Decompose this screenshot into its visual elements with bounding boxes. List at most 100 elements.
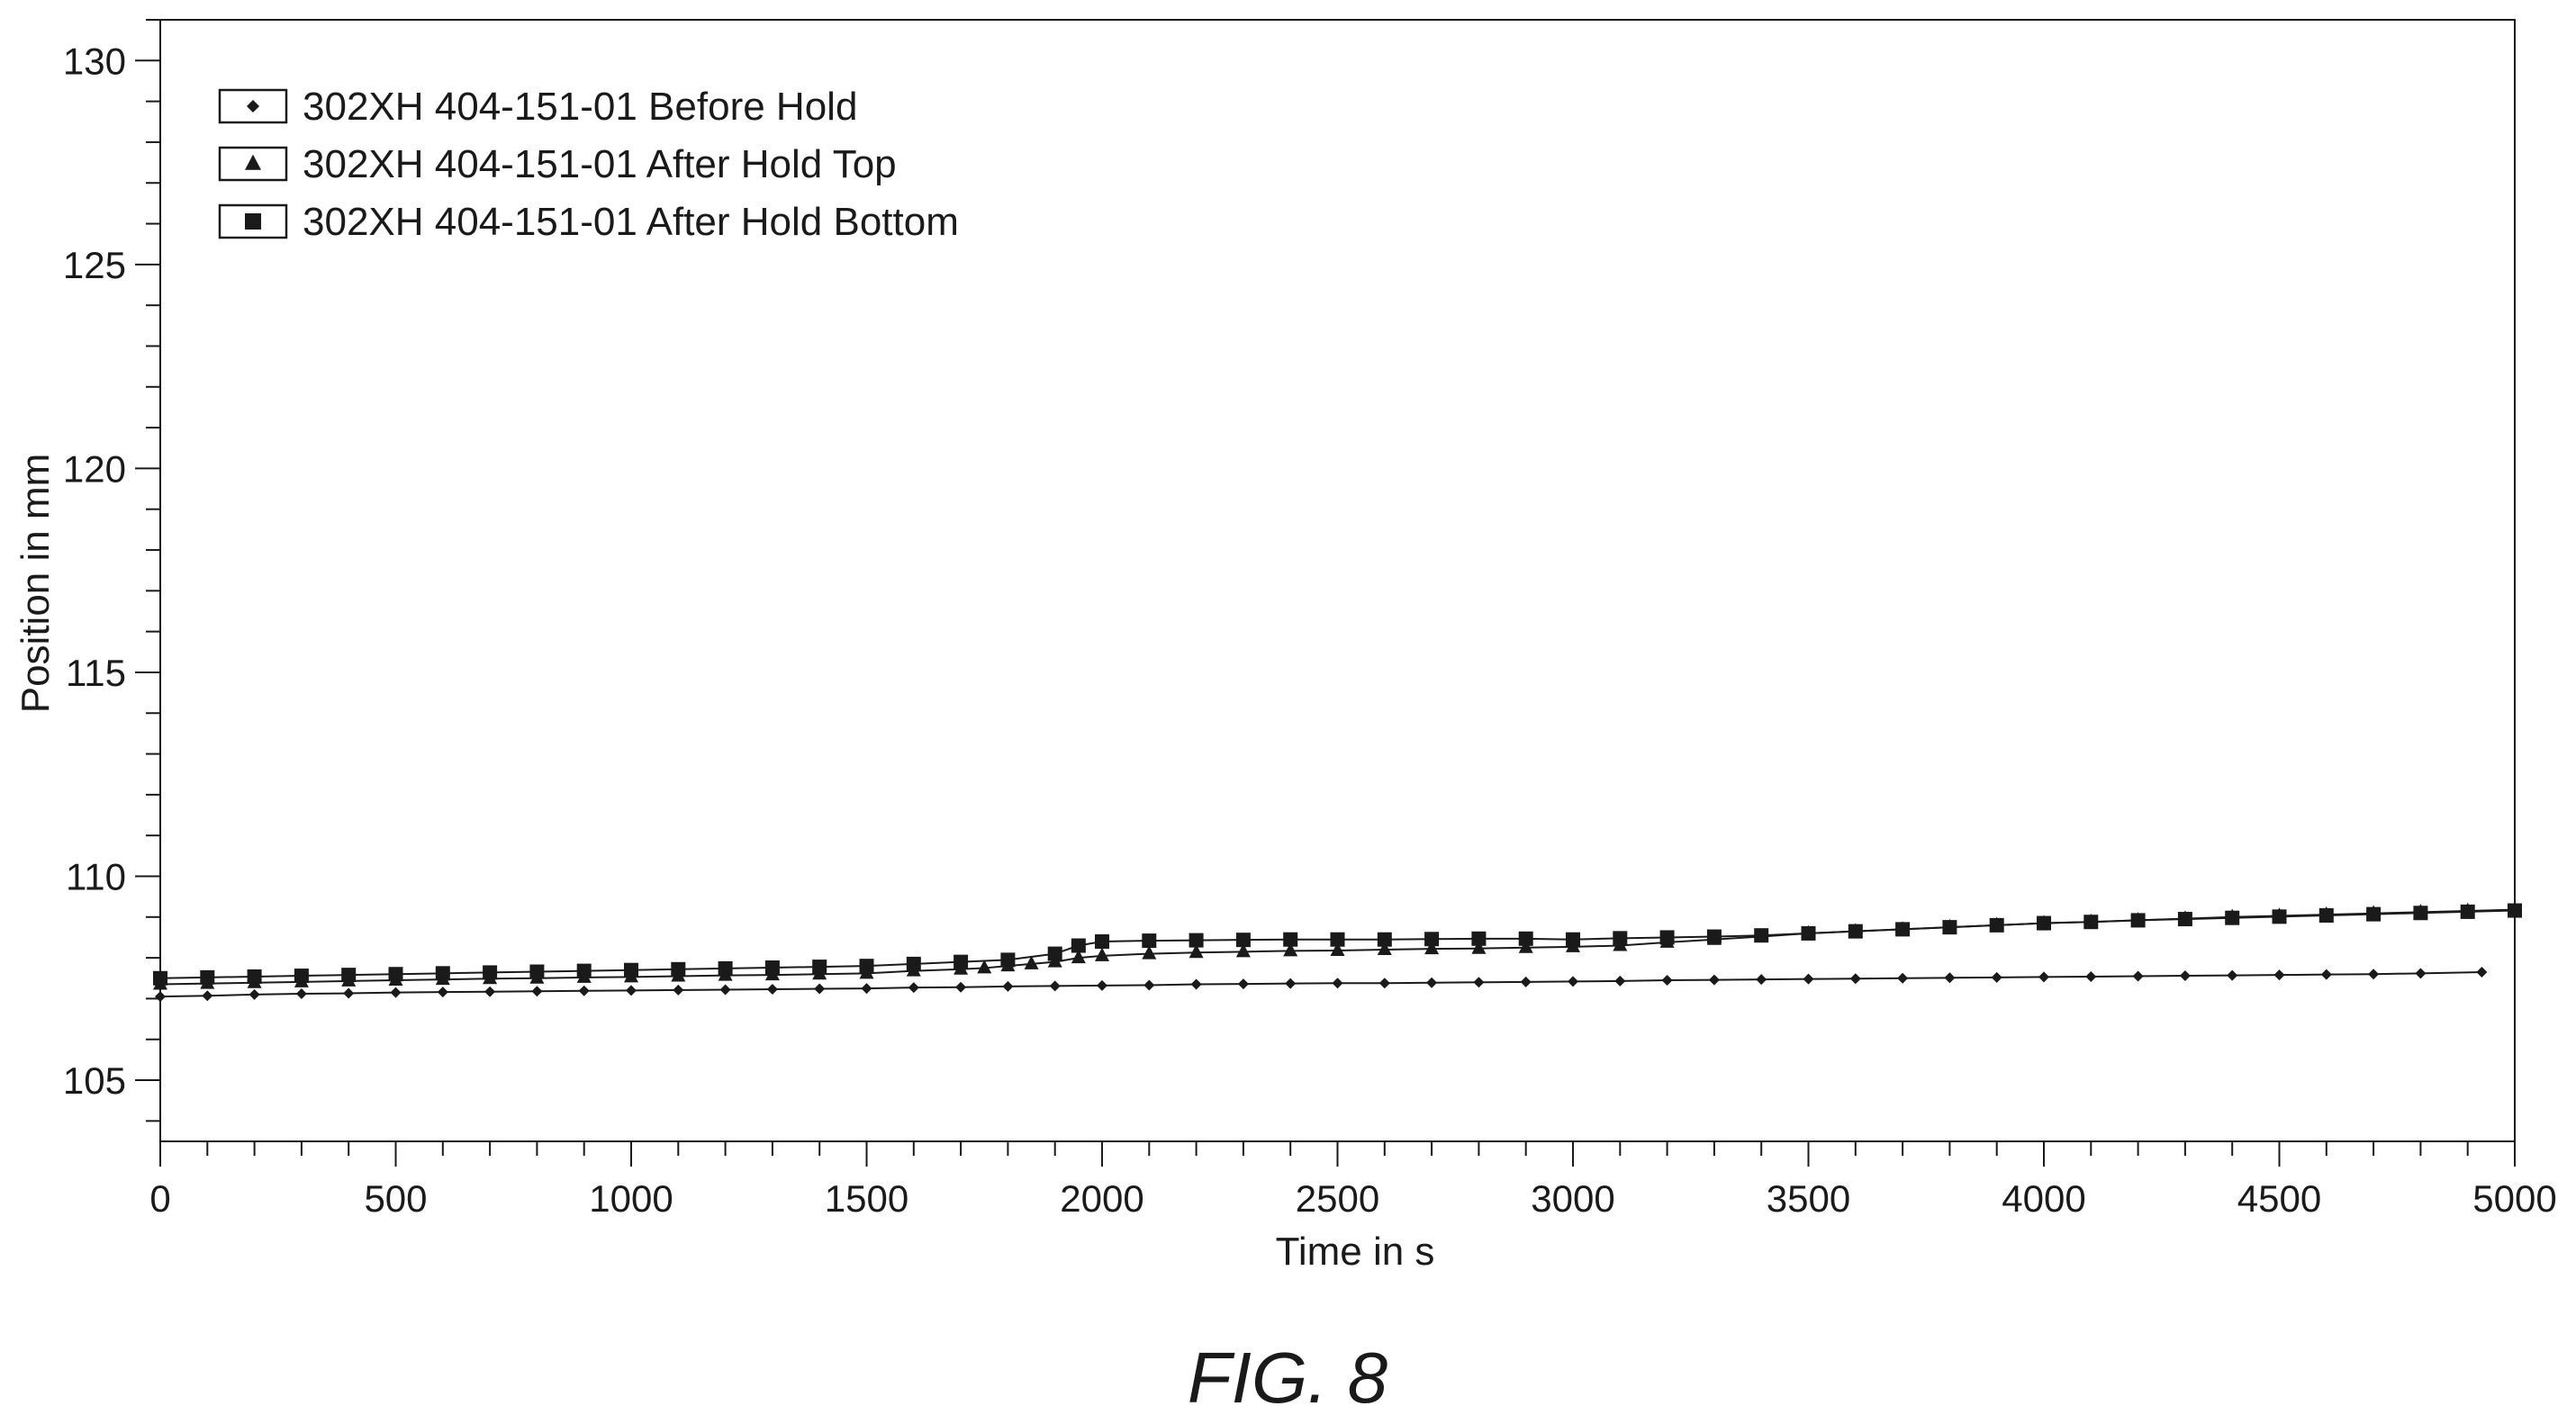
series-diamond [155, 966, 2488, 1003]
data-point [859, 959, 874, 974]
data-point [1473, 977, 1485, 988]
data-point [2318, 907, 2334, 923]
data-point [1283, 942, 1298, 957]
legend-swatch-box [218, 203, 288, 239]
data-point [1801, 925, 1816, 941]
data-point [2179, 970, 2191, 982]
data-point [2085, 970, 2097, 982]
plot-frame [159, 19, 2516, 1142]
data-point [861, 983, 872, 995]
y-tick-label: 130 [63, 40, 126, 82]
data-point [2415, 968, 2427, 979]
data-point [812, 960, 827, 975]
data-point [1803, 973, 1814, 985]
figure-label: FIG. 8 [1188, 1338, 1388, 1418]
data-point [1235, 933, 1251, 948]
data-point [249, 988, 260, 1000]
data-point [153, 970, 167, 986]
data-point [718, 960, 733, 976]
data-point [2273, 969, 2285, 981]
data-point [1518, 931, 1533, 946]
series-square [153, 903, 2522, 986]
data-point [1142, 933, 1157, 949]
data-point [1991, 971, 2002, 983]
data-point [1613, 931, 1628, 946]
data-point [1897, 972, 1909, 984]
data-point [2130, 913, 2146, 928]
data-point [1706, 929, 1722, 944]
data-point [1000, 952, 1016, 968]
data-point [437, 987, 448, 998]
data-point [1047, 946, 1062, 961]
x-tick-label: 0 [149, 1177, 170, 1220]
x-tick-label: 2000 [1060, 1177, 1143, 1220]
data-point [2177, 912, 2192, 927]
x-tick-label: 5000 [2472, 1177, 2556, 1220]
legend-marker [247, 100, 259, 113]
data-point [2476, 966, 2488, 978]
data-point [624, 962, 638, 978]
data-point [202, 990, 213, 1002]
y-axis-label: Position in mm [14, 454, 58, 714]
data-point [1377, 941, 1392, 956]
data-point [1378, 978, 1390, 989]
data-point [1330, 942, 1345, 956]
x-tick-label: 4000 [2002, 1177, 2085, 1220]
data-point [2083, 915, 2099, 930]
data-point [529, 964, 545, 979]
legend-label: 302XH 404-151-01 After Hold Top [303, 142, 897, 186]
data-point [1189, 944, 1204, 959]
data-point [1049, 980, 1061, 992]
data-point [1471, 931, 1487, 946]
data-point [343, 987, 355, 999]
legend-label: 302XH 404-151-01 Before Hold [303, 85, 857, 129]
data-point [908, 982, 919, 994]
data-point [1189, 933, 1204, 948]
data-point [435, 966, 450, 981]
series-line [159, 909, 2516, 979]
data-point [2037, 915, 2051, 931]
legend-label: 302XH 404-151-01 After Hold Bottom [303, 200, 959, 244]
x-tick-label: 4500 [2237, 1177, 2321, 1220]
data-point [390, 987, 402, 998]
x-tick-label: 3000 [1531, 1177, 1614, 1220]
data-point [764, 960, 780, 975]
data-point [1944, 972, 1956, 984]
y-tick-label: 110 [66, 855, 126, 897]
data-point [2227, 969, 2238, 981]
data-point [1024, 955, 1039, 969]
data-point [1424, 940, 1440, 955]
y-tick-label: 125 [63, 244, 126, 286]
data-point [1095, 933, 1109, 949]
data-point [155, 991, 166, 1003]
x-tick-label: 1000 [589, 1177, 673, 1220]
data-point [626, 985, 637, 996]
data-point [1566, 932, 1580, 947]
data-point [2508, 903, 2522, 918]
data-point [2366, 906, 2382, 922]
data-point [1895, 922, 1911, 937]
data-point [1848, 924, 1863, 939]
data-point [200, 969, 215, 985]
y-axis: 105 110 115 120 125 130 [63, 19, 160, 1122]
legend: 302XH 404-151-01 Before Hold 302XH 404-15… [218, 85, 959, 244]
series-line [159, 970, 2482, 998]
data-point [2460, 904, 2475, 919]
data-point [1071, 938, 1086, 953]
data-point [2225, 910, 2240, 925]
data-point [2038, 971, 2049, 983]
data-point [1377, 932, 1392, 947]
y-tick-label: 115 [66, 652, 126, 694]
data-point [671, 961, 686, 977]
data-point [1283, 932, 1298, 947]
x-axis: 0 500 1000 1500 2000 2500 3000 3500 4000 4500 5000 [149, 1141, 2557, 1220]
data-point [1756, 974, 1767, 986]
x-tick-label: 3500 [1767, 1177, 1850, 1220]
data-point [1143, 979, 1155, 991]
data-point [1426, 977, 1438, 988]
legend-item: 302XH 404-151-01 After Hold Bottom [218, 200, 959, 244]
y-tick-label: 105 [63, 1059, 126, 1102]
data-point [814, 983, 826, 995]
data-point [955, 981, 967, 993]
legend-item: 302XH 404-151-01 Before Hold [218, 85, 857, 129]
